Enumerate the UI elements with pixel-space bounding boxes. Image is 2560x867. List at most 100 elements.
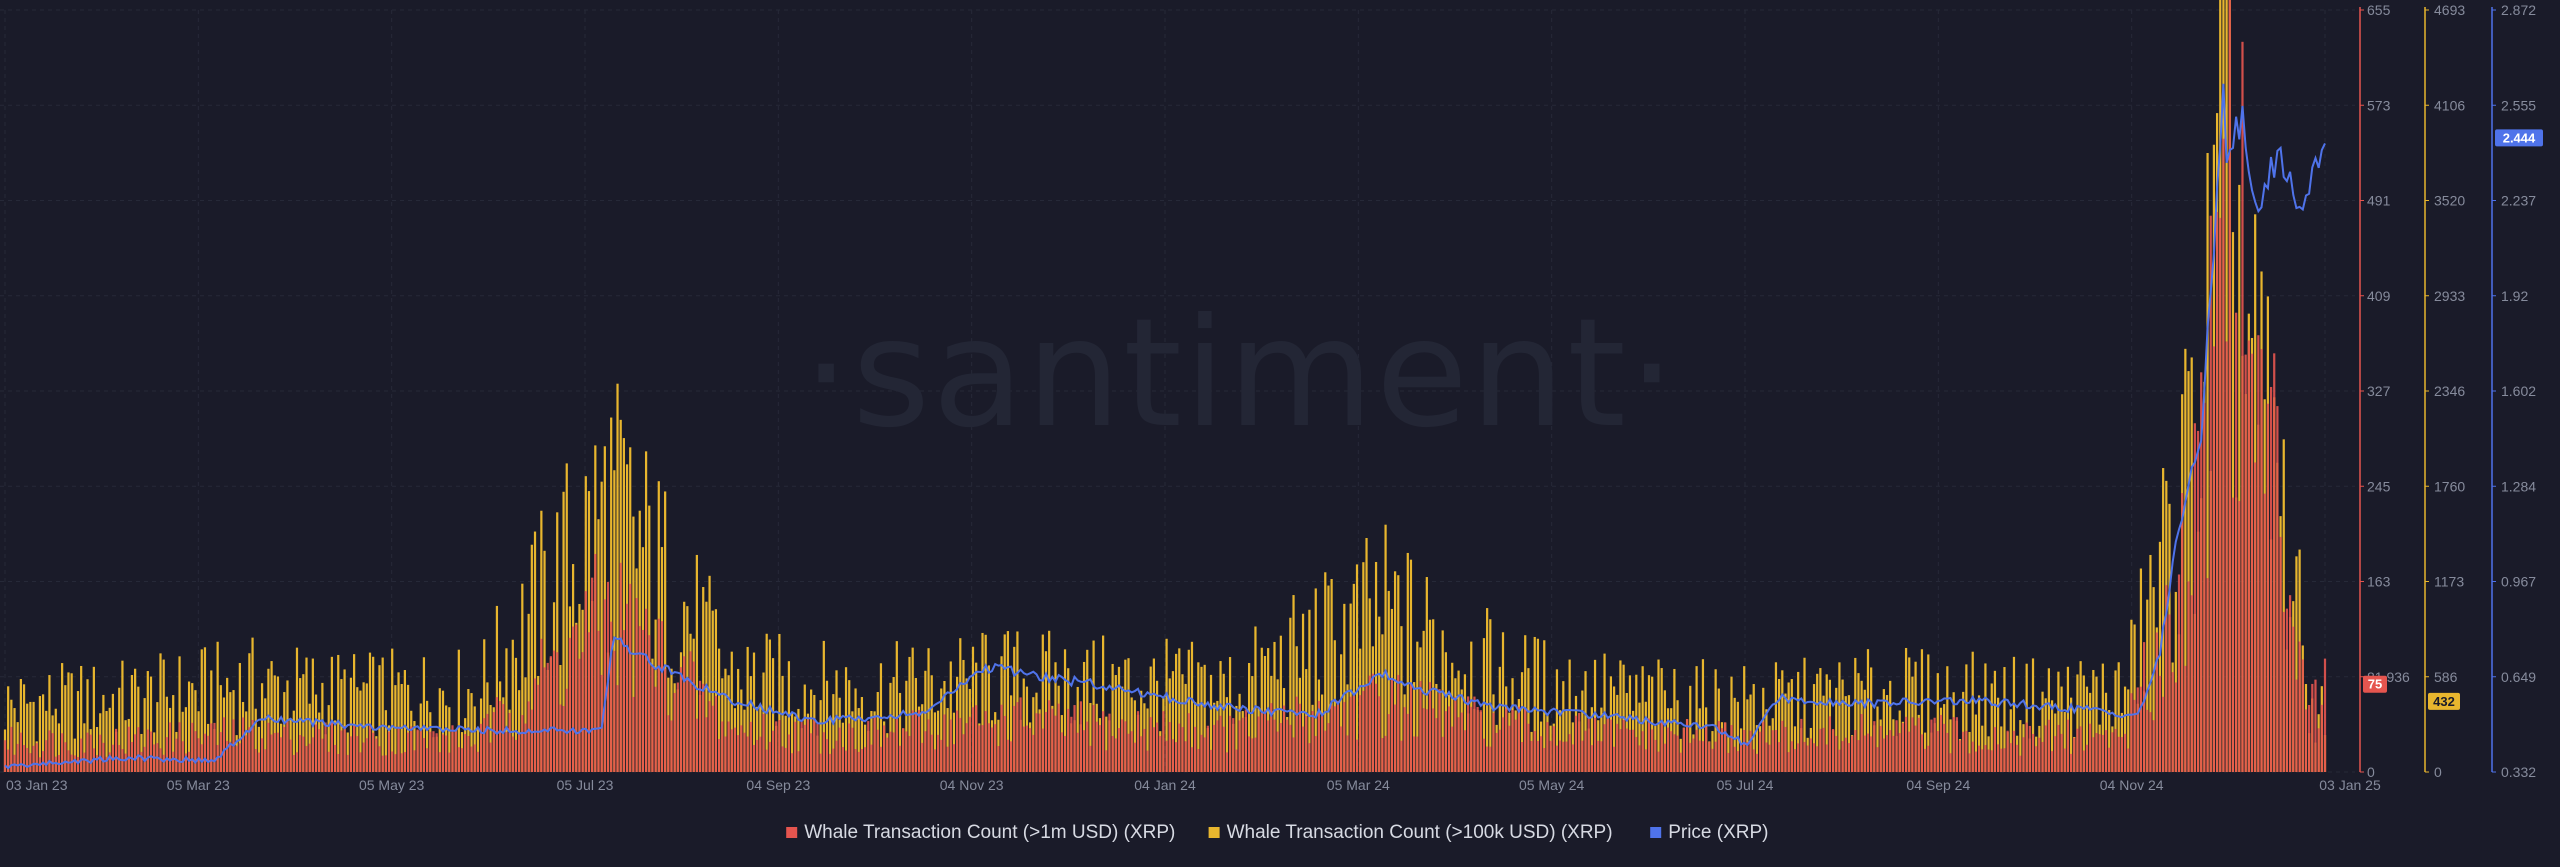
- x-tick-label: 04 Sep 24: [1906, 777, 1970, 793]
- bar-100k: [229, 692, 232, 772]
- bar-100k: [121, 660, 124, 772]
- bar-1m: [1536, 740, 1540, 772]
- bar-1m: [2123, 733, 2127, 772]
- bar-1m: [264, 749, 267, 772]
- bar-100k: [1022, 678, 1025, 772]
- legend-swatch[interactable]: [1208, 827, 1220, 838]
- bar-1m: [419, 729, 422, 772]
- bar-1m: [959, 717, 962, 772]
- bar-1m: [181, 741, 184, 772]
- bar-100k: [2003, 667, 2006, 772]
- bar-1m: [194, 731, 197, 772]
- x-tick-label: 05 Mar 24: [1327, 777, 1390, 793]
- badge-price-bg: [2495, 129, 2543, 147]
- legend-swatch[interactable]: [1650, 827, 1662, 838]
- bar-100k: [473, 706, 476, 772]
- bar-1m: [280, 737, 283, 772]
- bar-1m: [778, 720, 781, 772]
- bar-1m: [2193, 423, 2196, 772]
- bar-1m: [2254, 462, 2257, 772]
- bar-1m: [552, 650, 556, 772]
- bar-100k: [946, 708, 949, 772]
- bar-1m: [1698, 740, 1701, 772]
- bar-1m: [1190, 747, 1194, 772]
- bar-1m: [260, 738, 264, 772]
- bar-1m: [673, 692, 676, 772]
- legend-swatch[interactable]: [786, 827, 798, 838]
- bar-1m: [2054, 736, 2057, 772]
- bar-1m: [429, 731, 432, 772]
- bar-1m: [1247, 736, 1251, 772]
- bar-100k: [1974, 714, 1977, 772]
- bar-100k: [1413, 682, 1416, 772]
- bar-100k: [1857, 673, 1860, 772]
- y-tick-label: 586: [2434, 669, 2458, 685]
- bar-1m: [1612, 746, 1616, 772]
- bar-100k: [276, 676, 280, 772]
- bar-1m: [1111, 736, 1114, 772]
- bar-1m: [946, 746, 949, 772]
- bar-100k: [64, 685, 67, 772]
- bar-1m: [2162, 696, 2165, 772]
- bar-1m: [2073, 737, 2076, 772]
- bar-1m: [508, 712, 511, 772]
- y-tick-label: 491: [2367, 193, 2391, 209]
- bar-1m: [800, 720, 803, 772]
- legend-item-label[interactable]: Price (XRP): [1668, 822, 1768, 843]
- bar-1m: [1460, 712, 1463, 772]
- bar-100k: [1628, 675, 1632, 772]
- bar-1m: [1495, 732, 1498, 772]
- legend-item-label[interactable]: Whale Transaction Count (>100k USD) (XRP…: [1227, 822, 1613, 843]
- bar-1m: [48, 730, 51, 772]
- bar-1m: [2177, 574, 2181, 772]
- bar-100k: [1733, 697, 1736, 772]
- bar-1m: [292, 755, 295, 772]
- bar-1m: [1958, 740, 1962, 772]
- bar-100k: [2139, 568, 2143, 772]
- bar-100k: [2123, 686, 2127, 772]
- bar-1m: [857, 751, 860, 772]
- y-tick-label: 1173: [2434, 574, 2464, 590]
- legend-item-label[interactable]: Whale Transaction Count (>1m USD) (XRP): [804, 822, 1175, 843]
- bar-1m: [1282, 705, 1286, 772]
- bar-1m: [844, 750, 848, 772]
- bar-100k: [1927, 654, 1930, 772]
- bar-1m: [1952, 717, 1955, 772]
- bar-1m: [1086, 721, 1089, 772]
- legend[interactable]: Whale Transaction Count (>1m USD) (XRP) W…: [786, 822, 1768, 843]
- bar-100k: [130, 675, 134, 772]
- bar-1m: [1165, 740, 1168, 772]
- bar-1m: [1025, 725, 1029, 772]
- bar-1m: [1552, 726, 1555, 772]
- bar-1m: [2171, 672, 2174, 772]
- bar-100k: [1127, 658, 1130, 772]
- bar-1m: [638, 626, 641, 772]
- bar-1m: [2266, 403, 2269, 772]
- bar-1m: [1860, 714, 1863, 772]
- bar-1m: [813, 719, 816, 772]
- bar-1m: [441, 734, 445, 772]
- bar-100k: [1324, 572, 1327, 772]
- y-tick-label: 0.649: [2501, 669, 2536, 685]
- bar-1m: [527, 701, 530, 772]
- bar-1m: [997, 746, 1000, 772]
- bar-100k: [1644, 701, 1647, 772]
- bar-1m: [1838, 749, 1841, 772]
- bar-1m: [927, 719, 930, 772]
- bar-1m: [1051, 708, 1054, 772]
- bar-100k: [2174, 591, 2177, 772]
- bar-100k: [403, 670, 407, 772]
- bar-1m: [324, 722, 327, 772]
- bar-1m: [664, 668, 667, 772]
- bar-1m: [1241, 717, 1244, 772]
- bar-1m: [127, 726, 130, 772]
- bar-100k: [1695, 666, 1698, 772]
- bar-1m: [1562, 741, 1565, 772]
- bar-1m: [613, 650, 616, 772]
- bar-100k: [200, 649, 203, 772]
- bar-1m: [2038, 737, 2041, 772]
- bar-1m: [1159, 735, 1162, 772]
- bar-1m: [378, 746, 381, 772]
- bar-100k: [95, 727, 99, 772]
